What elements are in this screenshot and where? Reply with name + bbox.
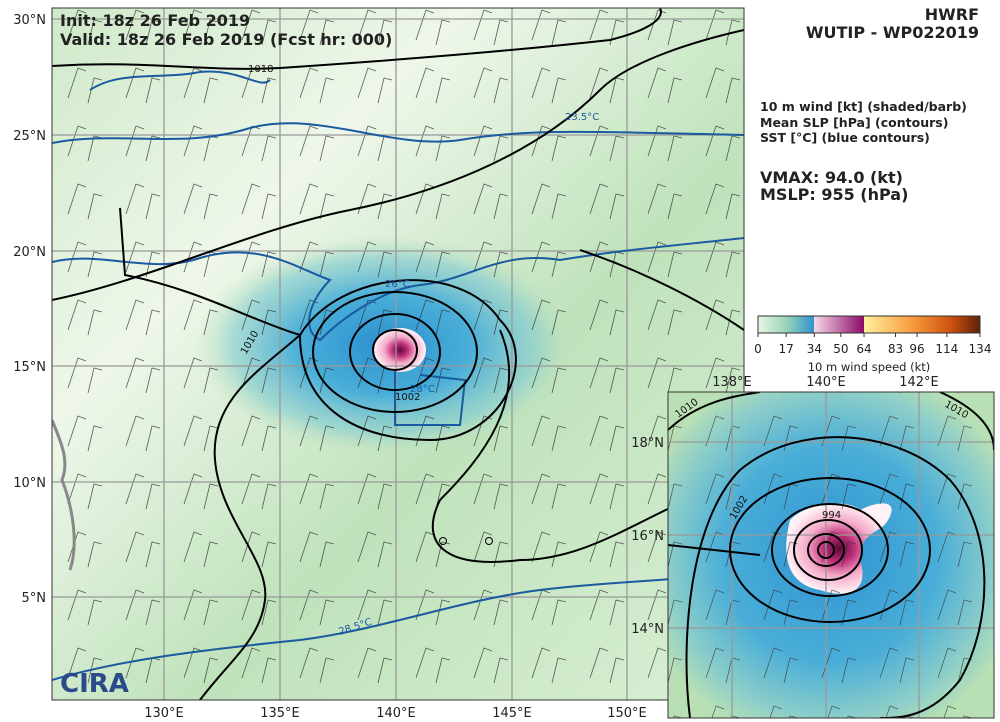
lat-label: 30°N: [13, 13, 46, 28]
colorbar-tick-label: 96: [909, 342, 924, 356]
colorbar-tick-label: 114: [935, 342, 958, 356]
inset-lat-label: 18°N: [631, 436, 664, 451]
inset-lat-label: 14°N: [631, 622, 664, 637]
inset-lon-label: 142°E: [899, 375, 939, 390]
lon-label: 150°E: [607, 706, 647, 721]
sst-label: 23.5°C: [565, 112, 599, 123]
inset-lat-label: 16°N: [631, 529, 664, 544]
contour-label: 994: [822, 510, 841, 521]
lat-labels: 30°N 25°N 20°N 15°N 10°N 5°N: [13, 13, 46, 606]
legend-line: Mean SLP [hPa] (contours): [760, 115, 948, 130]
lat-label: 5°N: [22, 591, 47, 606]
lat-label: 20°N: [13, 245, 46, 260]
inset-lon-label: 140°E: [806, 375, 846, 390]
valid-time: Valid: 18z 26 Feb 2019 (Fcst hr: 000): [60, 30, 392, 49]
colorbar: 10 m wind speed (kt) 0 17 34 50 64 83 96 114 134: [754, 315, 992, 374]
lon-label: 145°E: [492, 706, 532, 721]
sst-label: 28°C: [410, 384, 435, 395]
colorbar-tick-label: 64: [856, 342, 871, 356]
inset-lon-label: 138°E: [712, 375, 752, 390]
graticule: [52, 8, 744, 700]
lon-label: 135°E: [260, 706, 300, 721]
lat-label: 25°N: [13, 129, 46, 144]
sst-contours: [52, 70, 744, 681]
colorbar-tick-label: 50: [833, 342, 848, 356]
colorbar-tick-label: 34: [807, 342, 822, 356]
mslp: MSLP: 955 (hPa): [760, 185, 908, 204]
slp-contours: [52, 8, 744, 700]
lat-label: 15°N: [13, 360, 46, 375]
sst-label: 26°C: [385, 279, 410, 290]
main-map: 1018 1010 1002 23.5°C 26°C 28°C 28.5°C C…: [52, 8, 744, 700]
contour-label: 1002: [395, 392, 420, 403]
init-time: Init: 18z 26 Feb 2019: [60, 11, 250, 30]
model-name: HWRF: [925, 5, 979, 24]
lat-label: 10°N: [13, 476, 46, 491]
legend-line: SST [°C] (blue contours): [760, 130, 930, 145]
vmax: VMAX: 94.0 (kt): [760, 168, 903, 187]
colorbar-tick-label: 134: [969, 342, 992, 356]
colorbar-tick-label: 17: [779, 342, 794, 356]
lon-label: 130°E: [144, 706, 184, 721]
colorbar-tick-label: 83: [888, 342, 903, 356]
colorbar-label: 10 m wind speed (kt): [808, 360, 931, 374]
lon-labels: 130°E 135°E 140°E 145°E 150°E: [144, 706, 647, 721]
inset-map: 1010 1010 1002 994: [668, 392, 994, 718]
contour-label: 1018: [248, 64, 273, 75]
lon-label: 140°E: [376, 706, 416, 721]
storm-name: WUTIP - WP022019: [806, 23, 979, 42]
colorbar-tick-label: 0: [754, 342, 762, 356]
logo: CIRA: [60, 669, 129, 699]
legend-line: 10 m wind [kt] (shaded/barb): [760, 99, 967, 114]
